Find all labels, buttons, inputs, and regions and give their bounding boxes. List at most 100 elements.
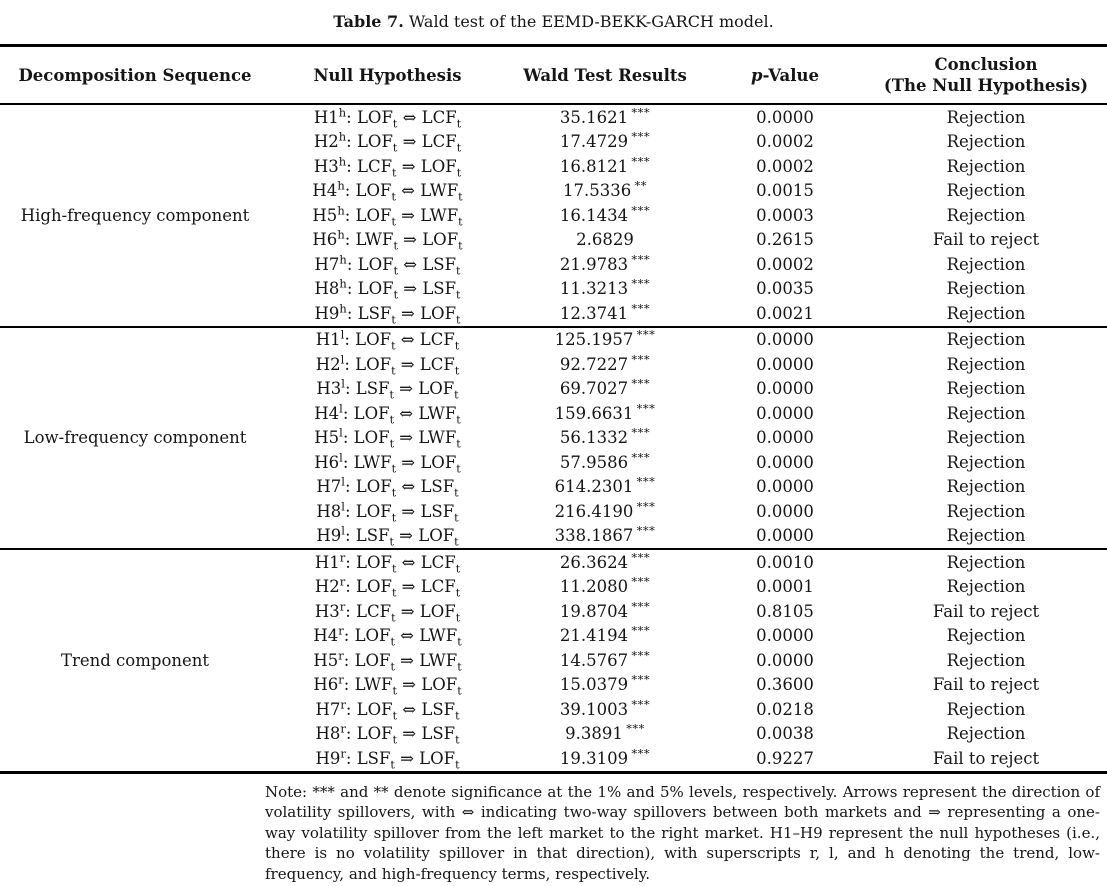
p-value-cell: 0.0001 <box>756 577 814 596</box>
time-subscript: t <box>392 165 397 179</box>
conclusion-cell: Fail to reject <box>932 748 1040 768</box>
hypothesis-cell: H5l: LOFt ⇒ LWFt <box>314 425 461 451</box>
hypothesis-superscript: l <box>341 474 345 489</box>
time-subscript: t <box>390 635 395 649</box>
table-row: H4h: LOFt ⇔ LWFt 17.5336 ** 0.0015 Rejectio… <box>0 179 1107 204</box>
table-row: H3l: LSFt ⇒ LOFt 69.7027 *** 0.0000 Rejecti… <box>0 377 1107 402</box>
hypothesis-cell: H8h: LOFt ⇒ LSFt <box>314 276 461 302</box>
significance-stars: *** <box>631 550 651 564</box>
significance-stars: *** <box>631 203 651 217</box>
conclusion-cell: Rejection <box>946 132 1026 151</box>
p-value-cell: 0.0000 <box>756 354 814 374</box>
table-row: H7l: LOFt ⇔ LSFt 614.2301 *** 0.0000 Reject… <box>0 475 1107 500</box>
significance-stars: *** <box>636 499 656 513</box>
significance-stars: *** <box>631 301 651 315</box>
hypothesis-cell: H9r: LSFt ⇒ LOFt <box>315 746 460 771</box>
significance-stars: *** <box>631 697 651 711</box>
p-value-cell: 0.0003 <box>756 205 814 225</box>
significance-stars: *** <box>631 352 651 366</box>
conclusion-cell: Rejection <box>946 156 1026 176</box>
hypothesis-cell: H1l: LOFt ⇔ LCFt <box>315 327 460 353</box>
time-subscript: t <box>393 263 399 277</box>
hypothesis-superscript: h <box>339 301 347 315</box>
header-row: Decomposition Sequence Null Hypothesis W… <box>0 46 1107 104</box>
significance-stars: *** <box>631 574 651 589</box>
wald-result-cell: 12.3741 *** <box>559 301 651 323</box>
time-subscript: t <box>455 733 460 747</box>
time-subscript: t <box>391 461 397 475</box>
hypothesis-superscript: h <box>337 203 345 217</box>
header-decomposition-sequence: Decomposition Sequence <box>18 65 252 85</box>
hypothesis-superscript: l <box>341 376 345 391</box>
time-subscript: t <box>391 510 397 524</box>
significance-stars: *** <box>631 105 651 119</box>
table-row: H6h: LWFt ⇒ LOFt 2.6829 0.2615 Fail to reje… <box>0 228 1107 253</box>
table-row: H8h: LOFt ⇒ LSFt 11.3213 *** 0.0035 Rejecti… <box>0 277 1107 302</box>
time-subscript: t <box>456 288 461 302</box>
conclusion-cell: Rejection <box>946 724 1026 743</box>
significance-stars: *** <box>631 746 651 760</box>
hypothesis-superscript: l <box>341 499 345 513</box>
table-row: H9h: LSFt ⇒ LOFt 12.3741 *** 0.0021 Rejecti… <box>0 301 1107 327</box>
header-wald-test-results: Wald Test Results <box>523 65 687 85</box>
significance-stars: *** <box>631 129 651 144</box>
time-subscript: t <box>389 535 394 549</box>
hypothesis-superscript: h <box>338 154 347 168</box>
wald-result-cell: 19.8704 *** <box>559 599 651 621</box>
hypothesis-cell: H1h: LOFt ⇔ LCFt <box>313 105 462 130</box>
header-null-hypothesis: Null Hypothesis <box>313 65 462 85</box>
p-value-cell: 0.0002 <box>756 156 814 176</box>
time-subscript: t <box>454 339 460 353</box>
hypothesis-superscript: l <box>339 450 343 464</box>
hypothesis-cell: H4h: LOFt ⇔ LWFt <box>312 178 463 204</box>
table-row: High-frequency component H1h: LOFt ⇔ LCFt… <box>0 104 1107 224</box>
conclusion-cell: Rejection <box>946 577 1026 596</box>
p-italic: p <box>751 65 763 85</box>
wald-result-cell: 16.1434 *** <box>559 203 651 225</box>
time-subscript: t <box>393 288 399 302</box>
hypothesis-cell: H7l: LOFt ⇔ LSFt <box>316 474 459 500</box>
time-subscript: t <box>458 190 463 204</box>
wald-result-cell: 9.3891 *** <box>565 721 645 743</box>
table-section: Low-frequency component H1l: LOFt ⇔ LCFt 1… <box>0 327 1107 549</box>
wald-result-cell: 21.9783 *** <box>559 252 651 274</box>
significance-stars: *** <box>631 425 651 440</box>
conclusion-cell: Rejection <box>946 428 1026 447</box>
conclusion-cell: Rejection <box>946 452 1026 472</box>
time-subscript: t <box>392 733 398 747</box>
hypothesis-superscript: r <box>338 672 344 687</box>
significance-stars: *** <box>631 672 651 687</box>
p-value-cell: 0.0000 <box>756 626 814 645</box>
time-subscript: t <box>455 610 461 624</box>
time-subscript: t <box>456 461 461 475</box>
table-row: H9r: LSFt ⇒ LOFt 19.3109 *** 0.9227 Fail to… <box>0 746 1107 772</box>
table-row: H8r: LOFt ⇒ LSFt 9.3891 *** 0.0038 Rejectio… <box>0 722 1107 747</box>
conclusion-cell: Rejection <box>946 181 1026 200</box>
wald-result-cell: 15.0379 *** <box>559 672 651 694</box>
time-subscript: t <box>458 239 463 253</box>
table-row: H4r: LOFt ⇔ LWFt 21.4194 *** 0.0000 Rejecti… <box>0 624 1107 649</box>
table-row: H2l: LOFt ⇒ LCFt 92.7227 *** 0.0000 Rejecti… <box>0 352 1107 377</box>
table-row: H5r: LOFt ⇒ LWFt 14.5767 *** 0.0000 Rejecti… <box>0 648 1107 673</box>
p-value-cell: 0.9227 <box>756 748 814 768</box>
p-value-cell: 0.0000 <box>756 501 814 521</box>
time-subscript: t <box>391 339 396 353</box>
time-subscript: t <box>457 684 462 698</box>
p-value-cell: 0.0015 <box>756 181 814 200</box>
table-row: H3r: LCFt ⇒ LOFt 19.8704 *** 0.8105 Fail to… <box>0 599 1107 624</box>
table-row: H2r: LOFt ⇒ LCFt 11.2080 *** 0.0001 Rejecti… <box>0 575 1107 600</box>
hypothesis-cell: H8r: LOFt ⇒ LSFt <box>315 721 460 747</box>
conclusion-cell: Fail to reject <box>932 675 1040 694</box>
hypothesis-cell: H2r: LOFt ⇒ LCFt <box>314 574 461 600</box>
conclusion-cell: Rejection <box>946 205 1026 225</box>
time-subscript: t <box>454 486 459 500</box>
conclusion-cell: Rejection <box>946 501 1026 521</box>
hypothesis-superscript: l <box>339 401 343 415</box>
hypothesis-superscript: l <box>339 425 343 440</box>
time-subscript: t <box>391 561 397 575</box>
p-value-cell: 0.0002 <box>756 132 814 151</box>
p-value-cell: 0.0000 <box>756 428 814 447</box>
table-row: H7h: LOFt ⇔ LSFt 21.9783 *** 0.0002 Rejecti… <box>0 252 1107 277</box>
table-row: H3h: LCFt ⇒ LOFt 16.8121 *** 0.0002 Rejecti… <box>0 154 1107 179</box>
time-subscript: t <box>456 412 461 426</box>
